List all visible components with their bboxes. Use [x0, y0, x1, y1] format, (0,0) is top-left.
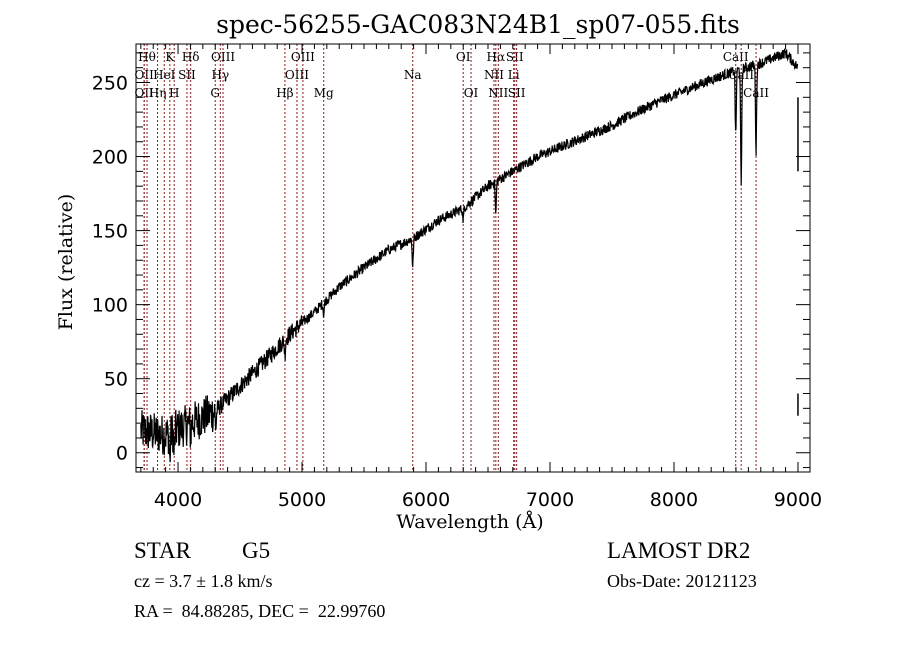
redshift-value: cz = 3.7 ± 1.8 km/s: [134, 571, 273, 591]
x-tick-label: 5000: [278, 489, 326, 511]
x-axis-label: Wavelength (Å): [396, 511, 543, 533]
line-marker-label: Hα: [487, 50, 506, 64]
obs-date: Obs-Date: 20121123: [607, 571, 757, 591]
line-marker-label: K: [165, 50, 175, 64]
line-marker-label: H: [169, 86, 179, 100]
line-marker-label: OI: [464, 86, 479, 100]
y-tick-label: 0: [116, 443, 128, 465]
y-tick-label: 250: [92, 73, 128, 95]
line-marker-label: SII: [508, 86, 526, 100]
y-tick-label: 150: [92, 221, 128, 243]
line-marker-label: OII: [135, 86, 155, 100]
line-marker-label: NII: [484, 68, 504, 82]
object-class: STAR: [134, 538, 191, 563]
line-marker-label: HeI: [153, 68, 176, 82]
line-marker-label: Na: [404, 68, 422, 82]
line-marker-label: OIII: [211, 50, 235, 64]
spectrum-line: [140, 48, 799, 463]
line-marker-label: Hη: [149, 86, 167, 100]
spectrum-series: [140, 48, 799, 463]
line-marker-label: SII: [178, 68, 196, 82]
line-marker-label: Hθ: [138, 50, 156, 64]
line-markers: OII OII Hθ Hη HeI K H SII Hδ G Hγ OIII Hβ OIII OIII Mg N…: [135, 44, 769, 472]
line-marker-label: CaII: [723, 50, 749, 64]
line-marker-label: NII: [488, 86, 508, 100]
x-tick-label: 9000: [774, 489, 822, 511]
chart-title: spec-56255-GAC083N24B1_sp07-055.fits: [216, 10, 740, 39]
plot-frame: [135, 43, 811, 473]
line-marker-label: OIII: [291, 50, 315, 64]
object-subclass: G5: [242, 538, 271, 563]
coordinates: RA = 84.88285, DEC = 22.99760: [134, 601, 386, 621]
line-marker-label: Hβ: [276, 86, 293, 100]
y-axis: 0 50 100 150 200 250: [92, 52, 810, 469]
line-marker-label: Li: [508, 68, 520, 82]
line-marker-label: Hγ: [211, 68, 229, 82]
line-marker-label: SII: [506, 50, 524, 64]
line-marker-label: OIII: [285, 68, 309, 82]
y-tick-label: 50: [104, 369, 128, 391]
y-axis-label: Flux (relative): [55, 194, 77, 331]
line-marker-label: OII: [135, 68, 155, 82]
line-marker-label: OI: [456, 50, 471, 64]
y-tick-label: 100: [92, 295, 128, 317]
line-marker-label: Hδ: [182, 50, 200, 64]
line-marker-label: G: [210, 86, 220, 100]
survey-name: LAMOST DR2: [607, 538, 751, 563]
line-marker-label: Mg: [314, 86, 334, 100]
line-marker-label: CaII: [743, 86, 769, 100]
x-tick-label: 4000: [154, 489, 202, 511]
x-tick-label: 8000: [650, 489, 698, 511]
x-tick-label: 6000: [402, 489, 450, 511]
y-tick-label: 200: [92, 147, 128, 169]
x-tick-label: 7000: [526, 489, 574, 511]
x-axis: 4000 5000 6000 7000 8000 9000: [140, 44, 822, 511]
